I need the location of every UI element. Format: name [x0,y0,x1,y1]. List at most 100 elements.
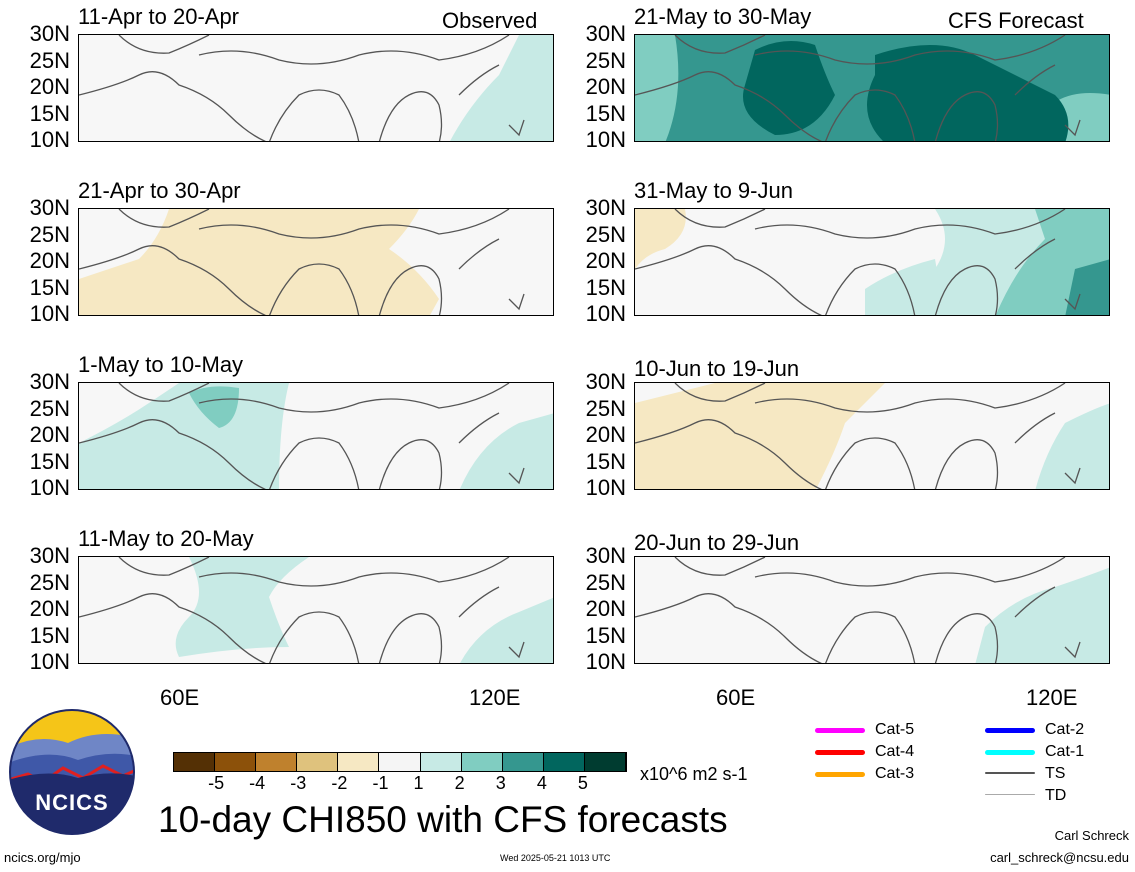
lon-label-right-60e: 60E [716,685,756,710]
lon-label-right-120e: 120E [1026,685,1078,710]
map-panel-8 [634,556,1110,664]
lat-label: 25N [29,569,70,595]
lat-label: 20N [29,248,70,273]
legend-label-cat-5: Cat-5 [875,721,915,738]
colorbar-swatch [420,753,462,771]
lat-label: 25N [585,569,626,595]
panel-title-1: 11-Apr to 20-Apr [78,4,240,29]
colorbar-tick-label: 3 [495,773,506,793]
colorbar-tick-label: -2 [331,773,348,793]
lat-label: 30N [585,21,626,46]
lat-label: 25N [29,395,70,421]
colorbar-swatch [174,753,216,771]
colorbar-tick-label: -3 [290,773,307,793]
lat-label: 30N [29,21,70,46]
lat-label: 10N [29,301,70,326]
legend-line-cat-5 [815,728,865,733]
colorbar-units: x10^6 m2 s-1 [640,764,748,784]
map-panel-5 [634,34,1110,142]
lat-label: 15N [29,100,70,126]
panel-title-2: 21-Apr to 30-Apr [78,178,241,203]
lat-label: 20N [29,422,70,447]
lat-label: 30N [29,195,70,220]
legend-label-cat-3: Cat-3 [875,765,915,782]
ncics-logo: NCICS [8,708,136,836]
colorbar-swatch [584,753,627,771]
lat-label: 30N [585,543,626,568]
colorbar-swatch [461,753,503,771]
lat-label: 10N [585,127,626,152]
legend-label-ts: TS [1045,765,1066,782]
lat-label: 25N [585,395,626,421]
colorbar-tick-label: -5 [208,773,225,793]
legend-label-cat-4: Cat-4 [875,743,915,760]
footer-email: carl_schreck@ncsu.edu [990,850,1129,865]
lon-label-left-60e: 60E [160,685,200,710]
lat-label: 10N [29,127,70,152]
footer-url: ncics.org/mjo [4,850,81,865]
colorbar [173,752,627,772]
lat-label: 15N [585,622,626,648]
map-panel-1 [78,34,554,142]
panel-title-8: 20-Jun to 29-Jun [634,530,800,555]
colorbar-swatch [338,753,380,771]
lat-label: 20N [585,248,626,273]
lat-label: 15N [585,448,626,474]
legend-label-cat-2: Cat-2 [1045,721,1085,738]
map-panel-7 [634,382,1110,490]
legend-line-ts [985,772,1035,774]
map-panel-6 [634,208,1110,316]
lat-label: 30N [585,369,626,394]
lat-label: 15N [29,448,70,474]
lat-label: 30N [585,195,626,220]
colorbar-tick-label: 1 [413,773,424,793]
logo-text: NCICS [35,790,109,815]
legend-line-cat-3 [815,772,865,777]
panel-label-cfs-forecast: CFS Forecast [948,8,1084,33]
legend-line-cat-4 [815,750,865,755]
colorbar-swatch [543,753,585,771]
lat-label: 20N [29,74,70,99]
colorbar-tick-label: 2 [454,773,465,793]
panel-title-6: 31-May to 9-Jun [634,178,793,203]
lat-label: 10N [29,649,70,674]
lat-label: 20N [585,596,626,621]
map-panel-3 [78,382,554,490]
panel-title-7: 10-Jun to 19-Jun [634,356,800,381]
colorbar-swatch [379,753,421,771]
colorbar-swatch [502,753,544,771]
colorbar-swatch [297,753,339,771]
colorbar-tick-label: 4 [536,773,547,793]
legend-label-cat-1: Cat-1 [1045,743,1085,760]
lon-label-left-120e: 120E [469,685,521,710]
lat-label: 10N [585,301,626,326]
panel-title-4: 11-May to 20-May [78,526,254,551]
lat-label: 15N [585,100,626,126]
map-panel-4 [78,556,554,664]
lat-label: 20N [585,74,626,99]
lat-label: 20N [29,596,70,621]
lat-label: 15N [585,274,626,300]
panel-title-5: 21-May to 30-May [634,4,812,29]
lat-label: 20N [585,422,626,447]
lat-label: 15N [29,274,70,300]
footer-timestamp: Wed 2025-05-21 1013 UTC [500,853,611,863]
main-title: 10-day CHI850 with CFS forecasts [158,799,728,840]
lat-label: 30N [29,543,70,568]
lat-label: 10N [585,475,626,500]
footer-author: Carl Schreck [1054,828,1129,843]
colorbar-swatch [256,753,298,771]
panel-label-observed: Observed [442,8,538,33]
lat-label: 15N [29,622,70,648]
panel-title-3: 1-May to 10-May [78,352,244,377]
colorbar-tick-label: -1 [372,773,389,793]
colorbar-tick-label: -4 [249,773,266,793]
colorbar-tick-label: 5 [577,773,588,793]
legend-line-cat-2 [985,728,1035,733]
map-panel-2 [78,208,554,316]
lat-label: 25N [29,47,70,73]
legend-line-cat-1 [985,750,1035,755]
lat-label: 10N [585,649,626,674]
lat-label: 25N [585,221,626,247]
lat-label: 25N [585,47,626,73]
